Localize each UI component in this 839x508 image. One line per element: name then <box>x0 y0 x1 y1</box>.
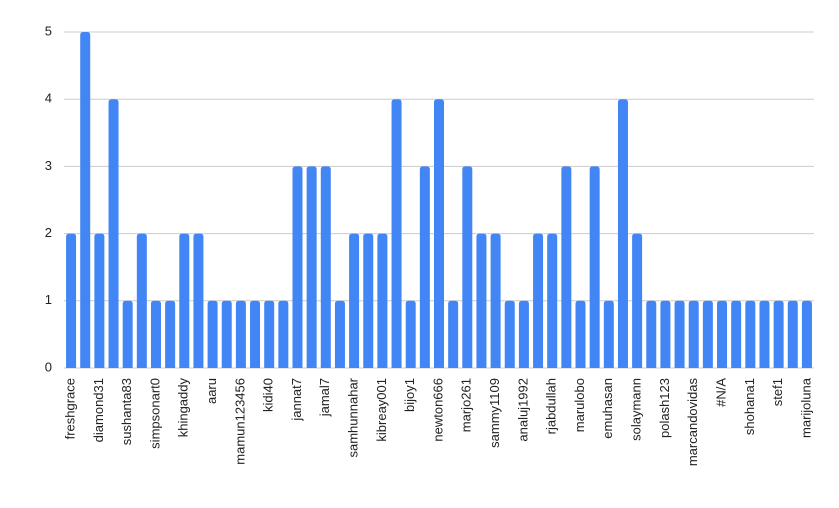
y-tick-label: 0 <box>45 359 52 374</box>
bar <box>334 300 345 368</box>
x-tick-label: aaru <box>204 378 219 404</box>
bar <box>561 166 572 368</box>
x-tick-label: marjo261 <box>459 378 474 432</box>
x-tick-label: newton666 <box>430 378 445 442</box>
bar <box>320 166 331 368</box>
bar <box>207 300 218 368</box>
bar <box>122 300 133 368</box>
bar <box>179 233 190 368</box>
bar <box>787 300 798 368</box>
bar <box>221 300 232 368</box>
bar <box>193 233 204 368</box>
bar <box>547 233 558 368</box>
bar <box>377 233 388 368</box>
bar <box>801 300 812 368</box>
bar <box>136 233 147 368</box>
bar <box>589 166 600 368</box>
bar <box>731 300 742 368</box>
x-tick-label: jamal7 <box>317 378 332 417</box>
bar <box>504 300 515 368</box>
y-tick-label: 1 <box>45 292 52 307</box>
bar <box>419 166 430 368</box>
bar <box>533 233 544 368</box>
bar <box>660 300 671 368</box>
bar <box>717 300 728 368</box>
bar <box>688 300 699 368</box>
bar <box>617 99 628 368</box>
bar <box>363 233 374 368</box>
bar <box>518 300 529 368</box>
bar <box>278 300 289 368</box>
bar <box>702 300 713 368</box>
x-tick-label: marulobo <box>572 378 587 432</box>
y-tick-label: 3 <box>45 158 52 173</box>
bar <box>603 300 614 368</box>
x-tick-label: samhunnahar <box>346 377 361 457</box>
x-tick-label: freshgrace <box>63 378 78 439</box>
bar <box>646 300 657 368</box>
y-tick-label: 4 <box>45 91 52 106</box>
x-tick-label: solaymann <box>629 378 644 441</box>
bar <box>674 300 685 368</box>
x-tick-label: khingaddy <box>176 378 191 438</box>
bar <box>80 32 91 368</box>
x-tick-label: bijoy1 <box>402 378 417 412</box>
x-tick-label: stef1 <box>770 378 785 406</box>
bar <box>165 300 176 368</box>
bar <box>250 300 261 368</box>
x-tick-label: kidi40 <box>261 378 276 412</box>
x-tick-label: rjabdullah <box>544 378 559 434</box>
x-tick-label: kibreay001 <box>374 378 389 442</box>
x-tick-label: sammy1109 <box>487 378 502 448</box>
x-tick-label: marijoluna <box>798 377 813 438</box>
x-tick-label: diamond31 <box>91 378 106 442</box>
x-tick-label: #N/A <box>713 378 728 407</box>
bar <box>306 166 317 368</box>
bar <box>264 300 275 368</box>
bar <box>108 99 119 368</box>
bar <box>434 99 444 368</box>
bar <box>391 99 402 368</box>
x-tick-label: marcandovidas <box>685 378 700 467</box>
bar <box>759 300 770 368</box>
bar <box>150 300 161 368</box>
x-tick-label: emuhasan <box>600 378 615 439</box>
bar <box>575 300 586 368</box>
bar <box>490 233 501 368</box>
bar <box>66 233 77 368</box>
x-tick-label: analuj1992 <box>515 378 530 442</box>
x-tick-label: simpsonart0 <box>147 378 162 449</box>
bar <box>235 300 246 368</box>
x-tick-label: shohana1 <box>742 378 757 435</box>
bar <box>476 233 487 368</box>
y-tick-label: 5 <box>45 23 52 38</box>
x-tick-label: polash123 <box>657 378 672 438</box>
bar <box>745 300 756 368</box>
bar <box>632 233 643 368</box>
bar <box>405 300 416 368</box>
bar <box>462 166 473 368</box>
bar <box>292 166 303 368</box>
y-tick-label: 2 <box>45 225 52 240</box>
bar <box>448 300 459 368</box>
x-tick-label: mamun123456 <box>232 378 247 465</box>
bar <box>94 233 105 368</box>
bar <box>349 233 360 368</box>
x-tick-label: sushanta83 <box>119 378 134 445</box>
bar <box>773 300 784 368</box>
x-tick-label: jannat7 <box>289 378 304 422</box>
